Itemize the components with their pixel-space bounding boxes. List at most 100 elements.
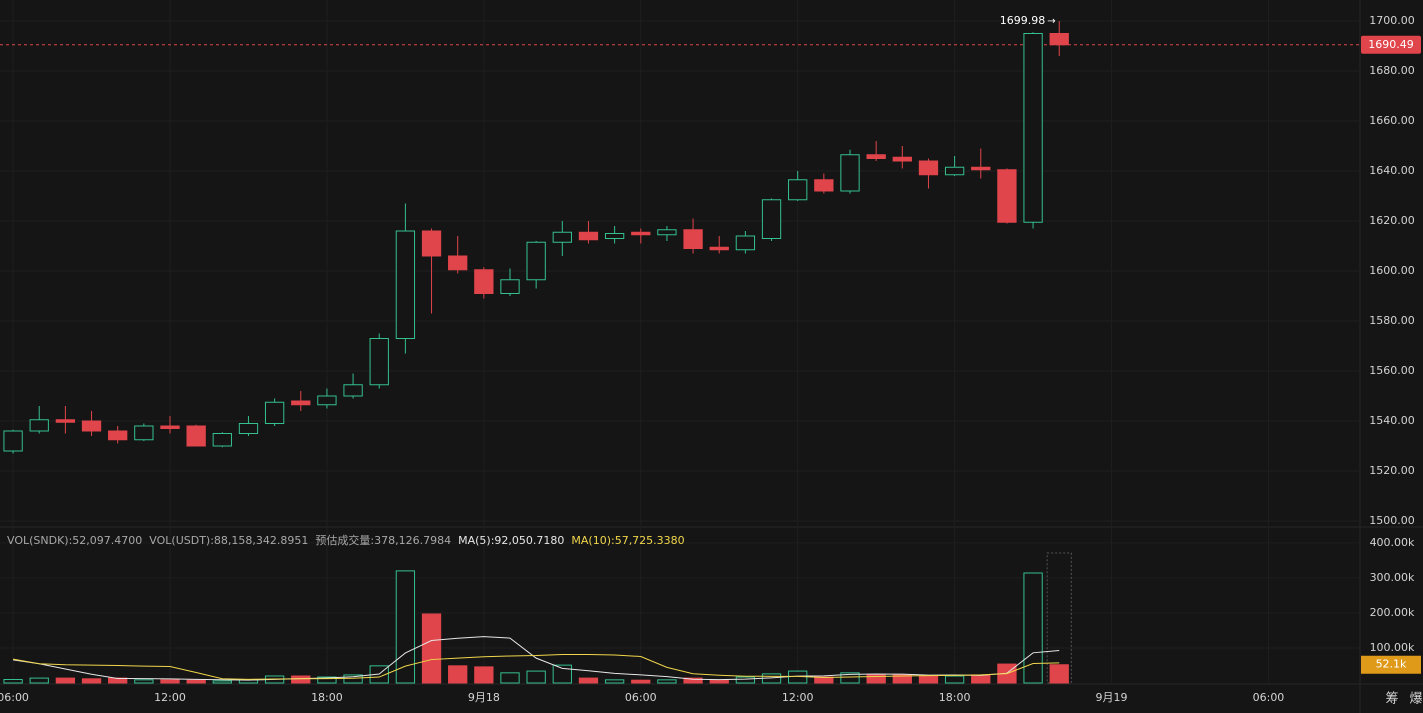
candle-body [134,425,154,441]
volume-info: VOL(SNDK):52,097.4700 [7,534,142,547]
volume-bar [134,679,154,684]
candle-body [683,229,703,249]
x-tick-label: 18:00 [311,691,343,704]
candle-body [160,425,180,429]
candle-body [1023,33,1043,223]
volume-bar [448,665,468,684]
volume-bar [291,675,311,684]
volume-bar [421,613,442,684]
volume-bar [395,570,416,684]
volume-last-label: 52.1k [1376,658,1407,671]
volume-info: VOL(USDT):88,158,342.8951 [149,534,308,547]
candle-body [81,420,102,432]
volume-bar [29,677,49,684]
volume-tick-label: 400.00k [1370,536,1415,549]
y-tick-label: 1520.00 [1369,464,1415,477]
candle-body [866,154,886,159]
candle-body [526,241,546,281]
candle-body [918,160,939,176]
volume-bar [866,674,886,684]
candle-body [814,179,834,192]
volume-bar [1023,572,1043,684]
candle-body [944,166,965,176]
volume-tick-label: 200.00k [1370,606,1415,619]
candle-body [761,199,782,239]
candle-body [840,154,860,192]
y-tick-label: 1700.00 [1369,14,1415,27]
volume-tick-label: 100.00k [1370,641,1415,654]
candle-body [238,423,259,434]
volume-bar [3,678,23,684]
candle-body [709,246,729,251]
toolbar-button[interactable]: 爆 [1409,692,1422,707]
candle-body [971,166,991,171]
candle-body [578,231,599,241]
last-price-label: 1690.49 [1368,38,1414,51]
volume-bar [343,674,363,684]
candle-body [500,279,520,294]
candle-body [788,179,808,201]
candle-body [186,425,206,447]
candle-body [448,255,468,271]
hover-box [1046,552,1072,684]
volume-bar [186,679,206,684]
volume-bar [657,679,677,684]
y-tick-label: 1640.00 [1369,164,1415,177]
candle-body [212,433,232,447]
x-tick-label: 12:00 [782,691,814,704]
volume-bar [892,674,912,684]
volume-bar [971,674,991,684]
candle-body [1049,33,1069,46]
candle-body [55,419,76,423]
candle-body [631,231,651,236]
volume-bar [55,677,76,684]
candle-body [421,230,442,257]
volume-bar [81,678,102,684]
x-tick-label: 9月19 [1096,691,1128,704]
volume-bar [944,675,965,684]
volume-last-tag [1361,655,1421,674]
candle-body [264,401,285,424]
candle-body [3,430,23,452]
volume-bar [709,679,729,684]
x-tick-label: 18:00 [939,691,971,704]
candle-body [369,338,389,386]
volume-bar [578,677,599,684]
last-price-tag [1361,35,1421,54]
volume-bar [735,676,756,684]
volume-info: MA(5):92,050.7180 [458,534,564,547]
candle-body [892,156,912,162]
candle-body [604,233,625,239]
volume-bar [631,679,651,684]
candle-body [474,269,494,294]
volume-info: MA(10):57,725.3380 [571,534,684,547]
toolbar-button[interactable]: 筹 [1385,691,1398,707]
x-tick-label: 06:00 [0,691,29,704]
y-tick-label: 1680.00 [1369,64,1415,77]
candle-body [552,231,572,243]
volume-bar [683,677,703,684]
volume-bar [552,664,572,684]
x-tick-label: 06:00 [625,691,657,704]
volume-info: 预估成交量:378,126.7984 [315,533,451,547]
x-tick-label: 12:00 [154,691,186,704]
max-arrow: → [1047,16,1055,27]
ma-line [13,636,1060,681]
candle-body [343,384,363,397]
volume-bar [918,675,939,684]
x-tick-label: 06:00 [1253,691,1285,704]
volume-bar [212,680,232,684]
y-tick-label: 1500.00 [1369,514,1415,527]
y-tick-label: 1580.00 [1369,314,1415,327]
y-tick-label: 1620.00 [1369,214,1415,227]
x-tick-label: 9月18 [468,691,500,704]
ma-line [12,653,1060,680]
volume-tick-label: 300.00k [1370,571,1415,584]
candle-body [657,229,677,236]
candle-body [997,169,1017,223]
volume-bar [474,666,494,684]
volume-bar [500,672,520,684]
candle-body [29,419,49,432]
